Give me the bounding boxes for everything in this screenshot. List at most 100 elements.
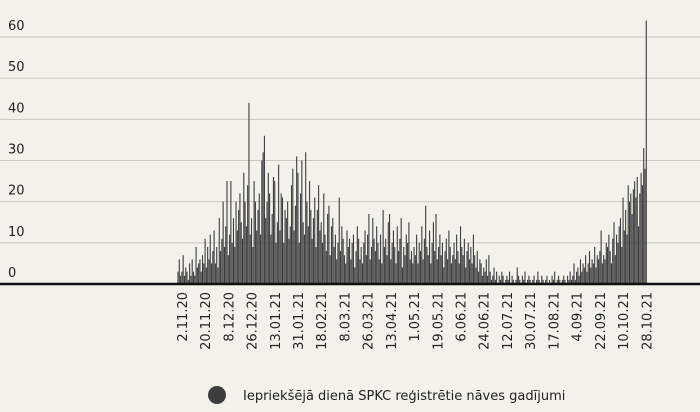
bar [529,279,531,284]
bar [221,238,223,284]
bar [458,263,460,284]
bar [378,259,380,284]
bar [398,251,400,284]
bar [334,234,336,284]
bar [588,251,591,284]
bar [303,234,305,284]
bar [288,238,290,284]
bar [421,226,423,284]
bar [339,251,342,284]
bar [454,259,456,284]
x-tick-label: 30.07.21 [524,292,539,350]
bar [546,275,548,284]
bar [425,205,427,284]
bar [423,238,425,284]
bar [396,226,398,284]
bar [570,279,572,284]
bar [209,234,211,284]
bar [599,251,601,284]
bar [609,251,611,284]
bar [302,222,304,284]
bar [217,267,219,284]
bar [332,218,334,284]
bar [368,214,370,284]
bar [628,201,631,284]
bar [293,230,295,284]
bar [608,234,610,284]
bar [274,181,276,284]
bar [502,275,504,284]
bar [519,279,521,284]
bar [239,193,241,284]
bar [597,259,600,284]
y-tick-label: 0 [8,266,16,281]
bar [183,275,185,284]
bar [541,275,543,284]
bar [374,251,376,284]
bar [182,255,184,284]
bar [318,185,320,284]
bar [456,234,458,284]
bar [474,255,476,284]
bar [612,238,614,284]
bar [498,275,500,284]
bar [300,193,302,284]
bar [381,263,383,284]
bar [379,234,382,284]
bar [354,267,356,284]
bar [376,226,378,284]
bar [266,201,268,284]
bar [359,259,361,284]
bar [225,226,227,284]
bar [245,226,247,284]
bar [207,246,209,284]
y-tick-label: 50 [8,60,25,75]
x-tick-label: 26.03.21 [362,292,377,350]
x-tick-label: 28.10.21 [640,292,655,350]
x-tick-label: 19.05.21 [431,292,446,350]
bar [391,242,393,284]
bar [373,238,375,284]
x-tick-label: 1.05.21 [408,292,423,342]
bar [336,259,338,284]
x-tick-label: 26.12.20 [246,292,261,350]
bar [258,193,260,284]
bar [283,242,285,284]
bar [436,259,438,284]
bar [189,263,191,284]
bar [452,255,454,284]
bar [383,246,385,284]
bar [337,242,339,284]
bar [315,246,317,284]
bar [573,263,575,284]
bar [180,275,182,284]
bar [640,172,642,284]
bar [617,242,619,284]
bar [352,234,354,284]
bar [545,279,547,284]
bar [265,218,267,284]
bar [269,193,271,284]
bar [196,267,198,284]
bar [307,226,309,284]
bar [641,185,643,284]
bar [292,168,294,284]
bar [341,226,343,284]
bar [567,275,569,284]
bar [204,238,206,284]
bar [278,164,280,284]
bar [472,234,474,284]
bar [343,255,345,284]
bar [330,226,333,284]
bar [449,246,451,284]
bar [186,271,188,284]
bar [554,271,556,284]
bar [461,246,463,284]
bar [191,259,193,284]
bar [483,267,485,284]
bar [319,230,321,284]
bar [592,263,594,284]
bar [178,259,180,284]
bar [290,185,293,284]
bar [238,209,240,284]
